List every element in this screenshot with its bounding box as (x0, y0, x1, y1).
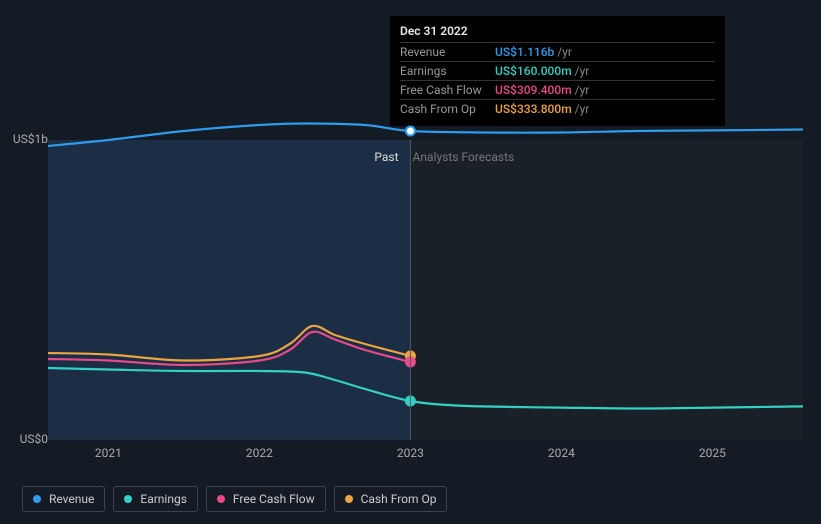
tooltip-metric-unit: /yr (575, 83, 590, 97)
x-axis-label: 2024 (548, 446, 575, 460)
legend-item[interactable]: Cash From Op (334, 486, 448, 512)
tooltip-metric-label: Revenue (400, 45, 495, 59)
tooltip-metric-value: US$1.116b (495, 45, 554, 59)
tooltip-metric-value: US$160.000m (495, 64, 572, 78)
legend-label: Cash From Op (361, 492, 437, 506)
tooltip-row: Free Cash FlowUS$309.400m/yr (400, 80, 715, 99)
divider-labels: Past Analysts Forecasts (374, 150, 514, 164)
label-future: Analysts Forecasts (413, 150, 515, 164)
legend-dot-icon (345, 495, 353, 503)
tooltip-metric-unit: /yr (575, 102, 590, 116)
tooltip-metric-unit: /yr (557, 45, 572, 59)
tooltip-metric-unit: /yr (575, 64, 590, 78)
legend-dot-icon (33, 495, 41, 503)
y-axis-label: US$1b (13, 132, 48, 146)
legend-item[interactable]: Revenue (22, 486, 105, 512)
series-marker (406, 127, 415, 136)
x-axis-label: 2025 (699, 446, 726, 460)
legend-label: Earnings (140, 492, 187, 506)
x-axis: 2021 2022 2023 2024 2025 (48, 446, 803, 466)
tooltip-metric-label: Cash From Op (400, 102, 495, 116)
tooltip-row: Cash From OpUS$333.800m/yr (400, 99, 715, 118)
tooltip-metric-value: US$309.400m (495, 83, 572, 97)
legend-dot-icon (217, 495, 225, 503)
legend-item[interactable]: Earnings (113, 486, 198, 512)
tooltip-metric-value: US$333.800m (495, 102, 572, 116)
tooltip-date: Dec 31 2022 (400, 24, 715, 38)
tooltip-row: RevenueUS$1.116b/yr (400, 42, 715, 61)
tooltip-row: EarningsUS$160.000m/yr (400, 61, 715, 80)
legend-label: Revenue (49, 492, 94, 506)
x-axis-label: 2023 (397, 446, 424, 460)
chart-container: US$1bUS$0 Past Analysts Forecasts 202120… (18, 120, 803, 470)
chart-legend: Revenue Earnings Free Cash Flow Cash From O… (22, 486, 447, 512)
chart-tooltip: Dec 31 2022 RevenueUS$1.116b/yrEarningsU… (390, 16, 725, 126)
x-axis-label: 2022 (246, 446, 273, 460)
legend-item[interactable]: Free Cash Flow (206, 486, 326, 512)
tooltip-metric-label: Earnings (400, 64, 495, 78)
legend-dot-icon (124, 495, 132, 503)
label-past: Past (374, 150, 398, 164)
chart-plot (48, 140, 803, 440)
y-axis-label: US$0 (20, 432, 48, 446)
x-axis-label: 2021 (95, 446, 122, 460)
tooltip-metric-label: Free Cash Flow (400, 83, 495, 97)
legend-label: Free Cash Flow (233, 492, 315, 506)
